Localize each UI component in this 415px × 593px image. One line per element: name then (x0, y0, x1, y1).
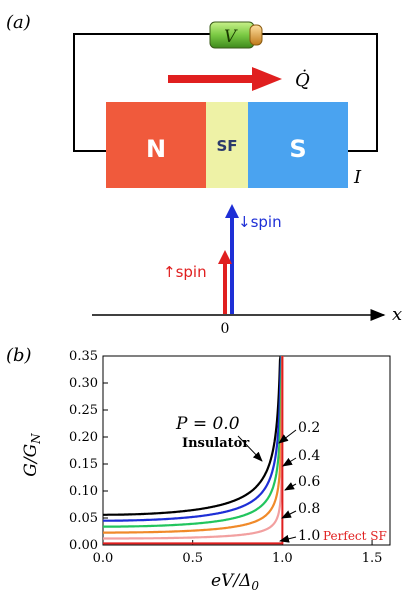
y-tick-label: 0.35 (69, 349, 98, 364)
current-label: I (353, 167, 362, 188)
series-line-4 (103, 355, 284, 540)
circuit-wire (73, 33, 378, 152)
y-tick-label: 0.20 (69, 430, 98, 445)
plot-frame (102, 355, 391, 546)
battery-label: V (224, 27, 238, 47)
y-tick-label: 0.00 (69, 538, 98, 553)
block-sf: SF (206, 102, 248, 188)
panel-a: (a) V Q̇ N SF S I (6, 12, 402, 337)
block-s-label: S (289, 135, 306, 163)
spin-up-label: ↑spin (163, 263, 207, 281)
y-tick-label: 0.15 (69, 457, 98, 472)
annotation-perfect-sf: Perfect SF (323, 529, 387, 543)
panel-b-label: (b) (6, 345, 32, 366)
y-tick-label: 0.25 (69, 403, 98, 418)
x-axis-title: eV/Δ0 (211, 571, 259, 593)
annotation-p02-arrow (278, 429, 297, 444)
series-line-2 (103, 355, 283, 528)
series-line-5 (103, 356, 284, 545)
y-axis-title-main: G/G (21, 444, 41, 477)
annotation-p06: 0.6 (298, 474, 320, 490)
annotation-p00: P = 0.0 (175, 414, 240, 434)
heat-label: Q̇ (295, 69, 310, 91)
panel-b: (b) G/GN eV/Δ0 0.000.050.100.150.200.250… (6, 345, 391, 593)
y-axis-title: G/GN (21, 433, 43, 477)
battery-icon: V (209, 21, 263, 49)
spin-down-label: ↓spin (238, 213, 282, 231)
annotation-p10-arrow (279, 534, 297, 543)
annotation-p06-arrow (284, 482, 297, 491)
y-tick-label: 0.30 (69, 376, 98, 391)
annotation-p04: 0.4 (298, 448, 320, 464)
block-sf-label: SF (216, 137, 237, 155)
x-axis-title-sub: 0 (251, 579, 259, 593)
svg-text:G/GN: G/GN (21, 433, 43, 477)
series-line-0 (103, 355, 282, 516)
y-tick-label: 0.10 (69, 484, 98, 499)
annotation-p08: 0.8 (298, 501, 320, 517)
annotation-insulator: Insulator (182, 436, 249, 451)
panel-a-label: (a) (6, 12, 31, 33)
annotation-p04-arrow (282, 457, 297, 467)
series-line-3 (103, 355, 284, 534)
y-tick-label: 0.05 (69, 511, 98, 526)
origin-label: 0 (221, 321, 230, 337)
x-tick-label: 1.5 (362, 551, 383, 566)
y-axis-title-sub: N (29, 433, 43, 445)
series-line-1 (103, 355, 283, 522)
x-axis-title-main: eV/Δ (211, 571, 251, 591)
block-n: N (106, 102, 206, 188)
y-ticks: 0.00 0.05 0.10 0.15 0.20 0.25 0.30 0.35 (69, 349, 108, 553)
annotation-p02: 0.2 (298, 420, 320, 436)
annotation-p00-arrow (237, 435, 263, 462)
curves (103, 355, 284, 545)
annotation-p08-arrow (281, 510, 297, 519)
x-axis-label: x (392, 304, 402, 325)
annotation-p10: 1.0 (298, 528, 320, 544)
x-tick-label: 0.5 (182, 551, 203, 566)
x-tick-label: 0.0 (93, 551, 114, 566)
x-tick-label: 1.0 (272, 551, 293, 566)
x-ticks: 0.0 0.5 1.0 1.5 (93, 540, 383, 566)
spin-up-arrow (218, 250, 232, 314)
spin-down-arrow (225, 204, 239, 314)
block-s: S (248, 102, 348, 188)
block-n-label: N (146, 135, 166, 163)
heat-flow-arrow (168, 67, 282, 91)
